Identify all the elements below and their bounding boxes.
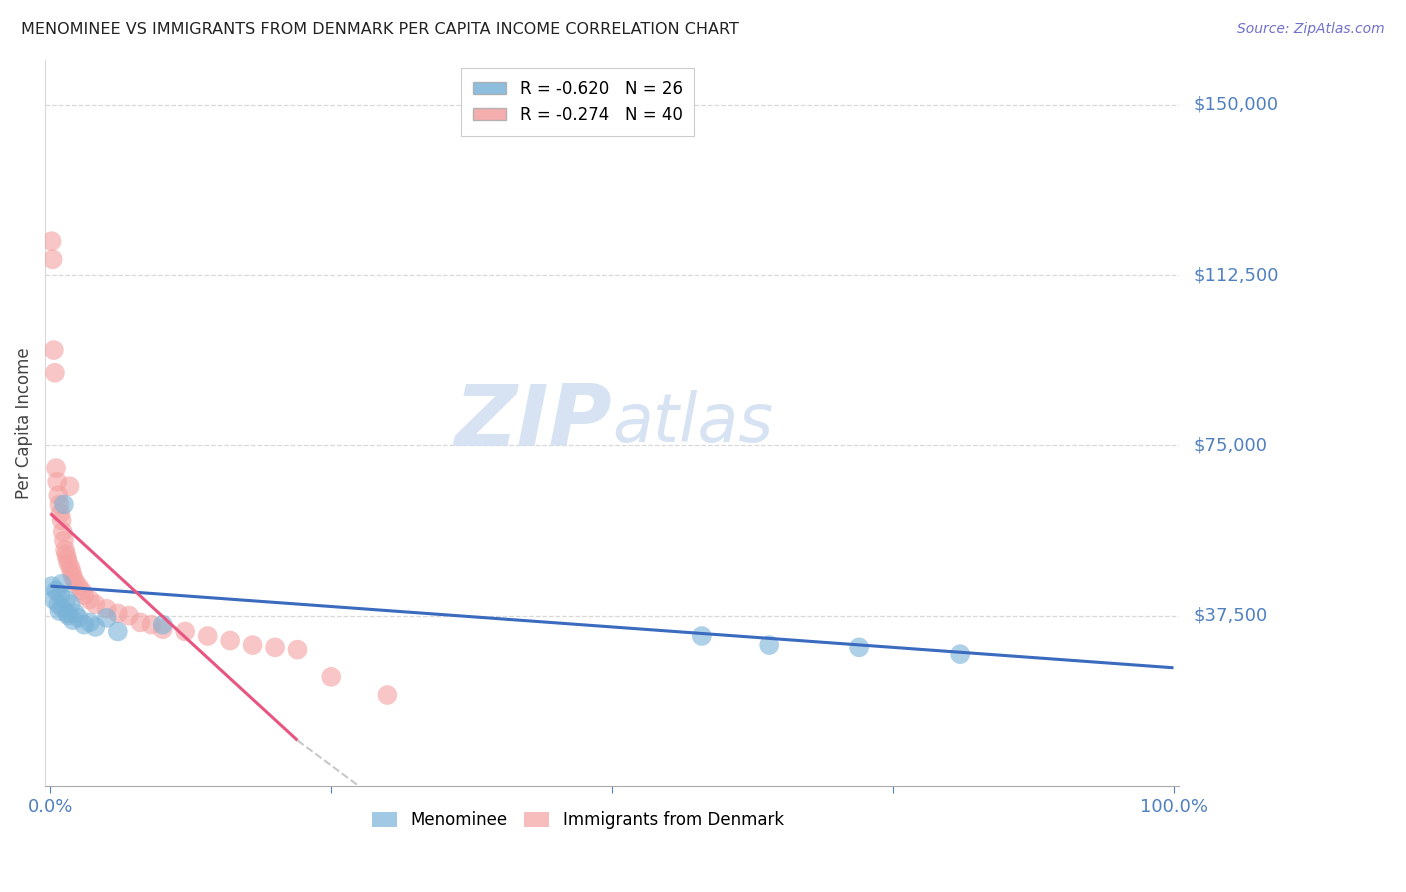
Point <box>96 611 118 625</box>
Point <box>41 234 63 248</box>
Point <box>242 638 264 652</box>
Point <box>79 592 101 607</box>
Point <box>52 601 75 615</box>
Point <box>141 617 163 632</box>
Point <box>107 607 129 621</box>
Point <box>73 588 96 602</box>
Point <box>44 366 66 380</box>
Point <box>48 604 70 618</box>
Point <box>70 583 93 598</box>
Text: ZIP: ZIP <box>454 381 612 464</box>
Point <box>96 601 118 615</box>
Point <box>174 624 197 639</box>
Point <box>58 557 80 571</box>
Point <box>690 629 713 643</box>
Point <box>73 617 96 632</box>
Point <box>49 507 72 521</box>
Point <box>46 597 69 611</box>
Point <box>41 579 63 593</box>
Point <box>129 615 152 630</box>
Text: atlas: atlas <box>612 390 773 456</box>
Point <box>45 461 67 475</box>
Point <box>59 561 82 575</box>
Point <box>42 343 65 357</box>
Point <box>152 622 174 636</box>
Text: MENOMINEE VS IMMIGRANTS FROM DENMARK PER CAPITA INCOME CORRELATION CHART: MENOMINEE VS IMMIGRANTS FROM DENMARK PER… <box>21 22 740 37</box>
Point <box>55 547 77 561</box>
Point <box>45 583 67 598</box>
Point <box>152 617 174 632</box>
Point <box>758 638 780 652</box>
Point <box>63 607 86 621</box>
Text: Source: ZipAtlas.com: Source: ZipAtlas.com <box>1237 22 1385 37</box>
Point <box>46 475 69 489</box>
Point <box>58 608 80 623</box>
Point <box>67 579 90 593</box>
Point <box>48 497 70 511</box>
Point <box>84 620 107 634</box>
Point <box>46 488 69 502</box>
Point <box>51 577 73 591</box>
Text: $75,000: $75,000 <box>1194 436 1267 454</box>
Point <box>49 588 72 602</box>
Point <box>52 533 75 548</box>
Point <box>62 613 84 627</box>
Text: $37,500: $37,500 <box>1194 607 1267 624</box>
Point <box>287 642 309 657</box>
Point <box>84 597 107 611</box>
Point <box>118 608 141 623</box>
Point <box>51 513 73 527</box>
Point <box>848 640 870 655</box>
Point <box>949 647 972 661</box>
Point <box>53 542 76 557</box>
Point <box>52 524 75 539</box>
Point <box>377 688 399 702</box>
Text: $112,500: $112,500 <box>1194 266 1278 285</box>
Point <box>59 597 82 611</box>
Point <box>264 640 287 655</box>
Point <box>42 592 65 607</box>
Point <box>107 624 129 639</box>
Point <box>52 497 75 511</box>
Point <box>67 611 90 625</box>
Point <box>63 574 86 589</box>
Point <box>56 552 79 566</box>
Text: $150,000: $150,000 <box>1194 96 1278 114</box>
Point <box>219 633 242 648</box>
Point <box>62 570 84 584</box>
Point <box>55 592 77 607</box>
Point <box>321 670 343 684</box>
Point <box>58 479 80 493</box>
Point <box>60 566 83 580</box>
Point <box>79 615 101 630</box>
Point <box>56 607 79 621</box>
Point <box>41 252 63 267</box>
Point <box>197 629 219 643</box>
Y-axis label: Per Capita Income: Per Capita Income <box>15 347 32 499</box>
Legend: Menominee, Immigrants from Denmark: Menominee, Immigrants from Denmark <box>366 805 790 836</box>
